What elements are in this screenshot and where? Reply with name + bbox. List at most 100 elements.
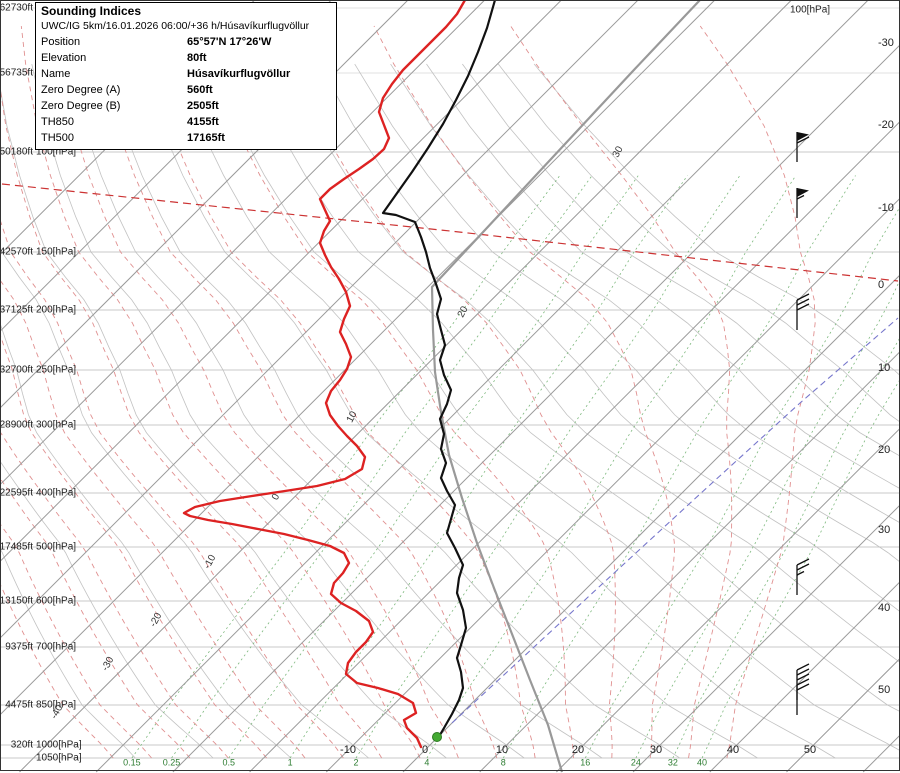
info-row-elevation: Elevation 80ft [41,50,331,66]
info-value: 560ft [187,84,213,96]
height-label: 28900ft [0,420,33,431]
wind-barb-flag [797,188,809,197]
info-value: Húsavíkurflugvöllur [187,68,291,80]
temp-axis-label-bottom: 30 [650,744,662,756]
dry-adiabat-line [426,63,900,490]
mixing-ratio-label: 4 [424,757,429,767]
moist-adiabat-line [373,25,675,759]
moist-adiabat-label: -30 [100,655,117,673]
isotherm-line [709,581,900,773]
dry-adiabat-line [0,84,447,759]
tropopause-line [1,183,899,282]
dry-adiabat-line [354,63,900,563]
moist-adiabat-line [0,523,152,759]
mixing-ratio-line [426,175,797,759]
temp-axis-label-bottom: 10 [496,744,508,756]
dry-adiabat-line [210,63,900,752]
height-label: 320ft [11,740,33,751]
wind-barb-feather [796,563,810,571]
dry-adiabat-line [67,63,603,759]
isotherm-line [556,427,900,773]
info-label: Zero Degree (A) [41,84,121,96]
mixing-ratio-line [635,278,900,759]
wind-barb-half-feather [796,194,805,200]
info-row-th500: TH500 17165ft [41,130,331,146]
info-row-th850: TH850 4155ft [41,114,331,130]
isotherm-line [862,734,900,773]
isotherm-line [402,274,900,773]
info-row-position: Position 65°57'N 17°26'W [41,34,331,50]
moist-adiabat-line [699,25,816,759]
dry-adiabat-line [31,63,525,759]
moist-adiabat-line [510,25,733,759]
mixing-ratio-label: 40 [697,757,707,767]
isotherm-line [0,0,716,716]
pressure-label: 600[hPa] [36,596,76,607]
info-label: TH850 [41,116,75,128]
isotherm-line [19,0,792,773]
mixing-ratio-line [289,175,688,759]
wind-barb-feather [796,673,810,681]
wind-barb-flag [797,132,809,141]
wind-barb-feather [796,668,810,676]
temp-axis-label-bottom: 50 [804,744,816,756]
mixing-ratio-label: 32 [668,757,678,767]
mixing-ratio-label: 0.5 [223,757,236,767]
moist-adiabat-line [0,429,229,759]
moist-adiabat-line [0,477,191,759]
moist-adiabat-label: -20 [148,611,165,629]
dry-adiabat-line [246,63,900,712]
mixing-ratio-label: 0.25 [163,757,181,767]
height-label: 42570ft [0,247,33,258]
info-label: Position [41,36,81,48]
wind-barb-feather [796,558,810,566]
moist-adiabat-line [20,25,421,759]
temp-axis-label-bottom: 0 [422,744,428,756]
temp-axis-label-right: -20 [878,119,894,131]
info-row-name: Name Húsavíkurflugvöllur [41,66,331,82]
dry-adiabat-line [497,63,900,423]
height-label: 22595ft [0,488,33,499]
height-label: 32700ft [0,365,33,376]
mixing-ratio-label: 1 [288,757,293,767]
dewpoint-curve [182,0,467,749]
moist-adiabat-label: 0 [270,492,283,502]
pressure-label: 250[hPa] [36,365,76,376]
mixing-ratio-label: 24 [631,757,641,767]
temp-axis-label-bottom: 40 [727,744,739,756]
dry-adiabat-line [103,63,680,759]
temp-axis-label-right: 50 [878,684,890,696]
isotherm-line [479,350,900,773]
moist-adiabat-label: 20 [456,304,471,319]
pressure-label-top-right: 100[hPa] [790,5,830,16]
moist-adiabat-line [0,84,383,759]
dry-adiabat-line [0,245,369,759]
moist-adiabat-line [91,25,498,759]
panel-title: Sounding Indices [41,4,142,18]
isotherm-line [632,504,900,773]
moist-adiabat-label: 10 [345,409,360,424]
pressure-label: 300[hPa] [36,420,76,431]
wind-barb-feather [796,683,810,691]
surface-marker [432,732,442,742]
wind-barb-feather [796,303,810,311]
mixing-ratio-label: 2 [353,757,358,767]
mixing-ratio-line [701,378,900,759]
moist-adiabat-line [197,25,574,759]
dry-adiabat-line [282,63,900,663]
dry-adiabat-line [533,63,900,376]
info-value: 80ft [187,52,207,64]
info-value: 2505ft [187,100,219,112]
height-label: 13150ft [0,596,33,607]
model-run-header: UWC/IG 5km/16.01.2026 06:00/+36 h/Húsaví… [41,20,310,32]
temp-axis-label-right: 30 [878,524,890,536]
temp-axis-label-right: -30 [878,37,894,49]
info-value: 4155ft [187,116,219,128]
mixing-ratio-line [502,175,856,759]
moist-adiabat-line [53,25,459,759]
temp-axis-label-right: -10 [878,202,894,214]
mixing-ratio-label: 0.15 [123,757,141,767]
mixing-ratio-line [584,206,900,759]
isotherm-line [249,120,900,773]
